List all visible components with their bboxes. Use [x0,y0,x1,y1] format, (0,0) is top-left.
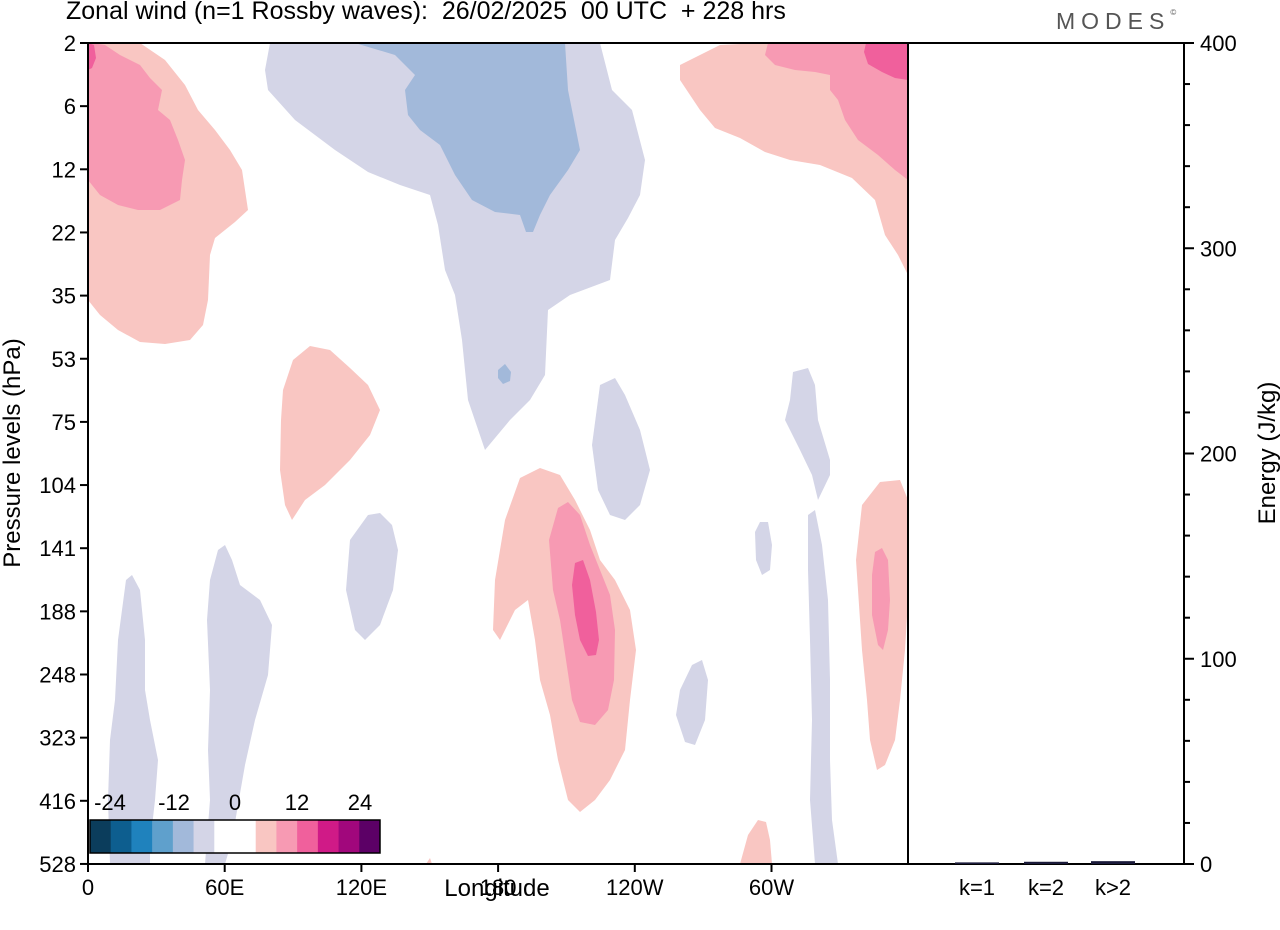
x-axis-label: Longitude [444,875,549,902]
contour-negative-spot [498,364,511,384]
chart-title: Zonal wind (n=1 Rossby waves): 26/02/202… [66,0,786,25]
y-tick-label: 141 [39,536,76,561]
colorbar: -24 -12 0 12 24 [89,790,381,854]
x-tick-label: 120W [606,875,664,900]
contour-negative-lon125e [346,513,398,640]
x-tick-label: 60W [749,875,794,900]
colorbar-frame [89,819,381,854]
contour-positive-mid-topright [765,43,908,180]
colorbar-swatch [214,820,236,853]
colorbar-swatch [255,820,277,853]
contour-negative-lon35w-lower [808,510,838,864]
colorbar-swatch [131,820,153,853]
colorbar-swatch [172,820,195,853]
contour-negative-lon90w [676,660,708,745]
x-tick-label: 120E [336,875,387,900]
y-tick-label: 104 [39,473,76,498]
energy-bars: k=1 k=2 k>2 [955,861,1135,900]
colorbar-label: 24 [348,790,372,815]
contour-negative-lon20e [108,575,158,864]
contour-positive-lon70w [740,820,772,864]
y-tick-label: 75 [52,410,76,435]
contour-positive-sliver [426,858,432,864]
copyright-mark: © [1170,8,1177,17]
y-tick-label: 2 [64,31,76,56]
contour-field [88,43,908,864]
y-tick-label: 188 [39,599,76,624]
colorbar-label: -12 [158,790,190,815]
energy-category-label: k=1 [959,875,995,900]
y-axis: 2 6 12 22 35 53 75 104 141 188 248 323 416 528 [39,31,88,877]
contour-positive-strong-topleft [88,43,96,70]
contour-positive-lon90e [280,346,380,520]
contour-negative-lon60e [205,545,272,864]
contour-positive-strong-lon160w [572,560,599,656]
x-tick-label: 60E [205,875,244,900]
y-tick-label: 528 [39,852,76,877]
contour-positive-mid-topleft [88,43,185,210]
colorbar-swatch [90,820,112,853]
colorbar-label: 12 [285,790,309,815]
energy-tick-label: 300 [1200,236,1237,261]
y-axis-label: Pressure levels (hPa) [0,338,26,567]
x-tick-label: 180 [480,875,517,900]
energy-category-label: k=2 [1028,875,1064,900]
y-tick-label: 323 [39,726,76,751]
colorbar-swatch [110,820,132,853]
contour-negative-lon70w [755,522,772,575]
energy-bar [1091,861,1135,864]
contour-positive-mid-lon10w [872,548,890,650]
energy-tick-label: 200 [1200,442,1237,467]
colorbar-swatch [317,820,340,853]
colorbar-swatch [235,820,257,853]
y-tick-label: 35 [52,284,76,309]
y-tick-label: 6 [64,94,76,119]
colorbar-swatch [338,820,360,853]
y-tick-label: 53 [52,347,76,372]
energy-axis: 0 100 200 300 400 [1184,31,1237,877]
contour-negative-lon80w [592,378,650,520]
energy-bar [1024,861,1068,864]
contour-positive-strong-topright [864,43,908,80]
x-axis: 0 60E 120E 180 120W 60W [82,864,794,900]
colorbar-swatch [193,820,215,853]
y-tick-label: 248 [39,663,76,688]
energy-tick-label: 100 [1200,647,1237,672]
colorbar-swatch [297,820,319,853]
colorbar-swatch [359,820,381,853]
colorbar-swatch [152,820,174,853]
energy-axis-label: Energy (J/kg) [1254,382,1280,525]
y-tick-label: 12 [52,157,76,182]
colorbar-label: -24 [94,790,126,815]
energy-category-label: k>2 [1095,875,1131,900]
brand-name: MODES [1056,8,1171,34]
y-tick-label: 416 [39,789,76,814]
brand-logo: MODES© [1056,8,1176,35]
x-tick-label: 0 [82,875,94,900]
contour-negative-core [355,43,580,232]
contour-negative-lon35w-upper [785,368,830,500]
y-tick-label: 22 [52,220,76,245]
energy-bar [955,862,999,864]
colorbar-swatch [276,820,298,853]
colorbar-label: 0 [229,790,241,815]
energy-tick-label: 400 [1200,31,1237,56]
energy-tick-label: 0 [1200,852,1212,877]
